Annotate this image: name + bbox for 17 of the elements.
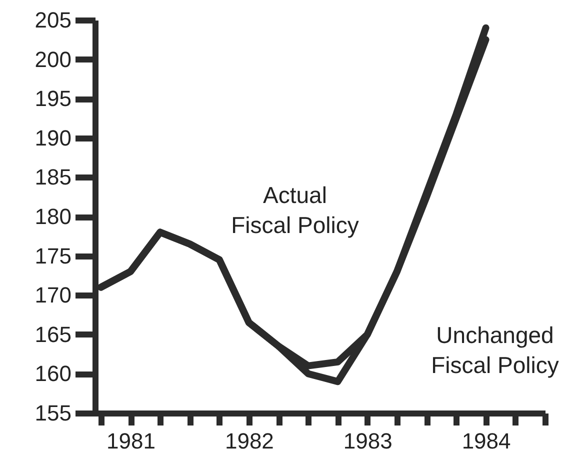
x-tick-label: 1982	[224, 428, 274, 454]
x-tick-label: 1983	[343, 428, 392, 454]
text: Unchanged Fiscal Policy	[431, 322, 560, 378]
y-tick-label: 180	[34, 204, 72, 229]
y-tick-label: 160	[34, 361, 72, 386]
x-tick-label: 1981	[106, 428, 156, 454]
y-tick-label: 155	[34, 400, 72, 426]
y-tick-label: 165	[34, 322, 72, 347]
y-tick-label: 205	[34, 8, 72, 32]
y-tick-label: 200	[34, 46, 72, 72]
x-tick-label: 1984	[462, 428, 511, 454]
y-tick-label: 195	[34, 86, 72, 112]
y-tick-label: 190	[34, 125, 72, 150]
y-tick-label: 175	[34, 243, 72, 268]
series-label: Actual Fiscal Policy	[231, 182, 360, 238]
y-tick-label: 170	[34, 282, 72, 308]
y-tick-label: 185	[34, 164, 72, 190]
